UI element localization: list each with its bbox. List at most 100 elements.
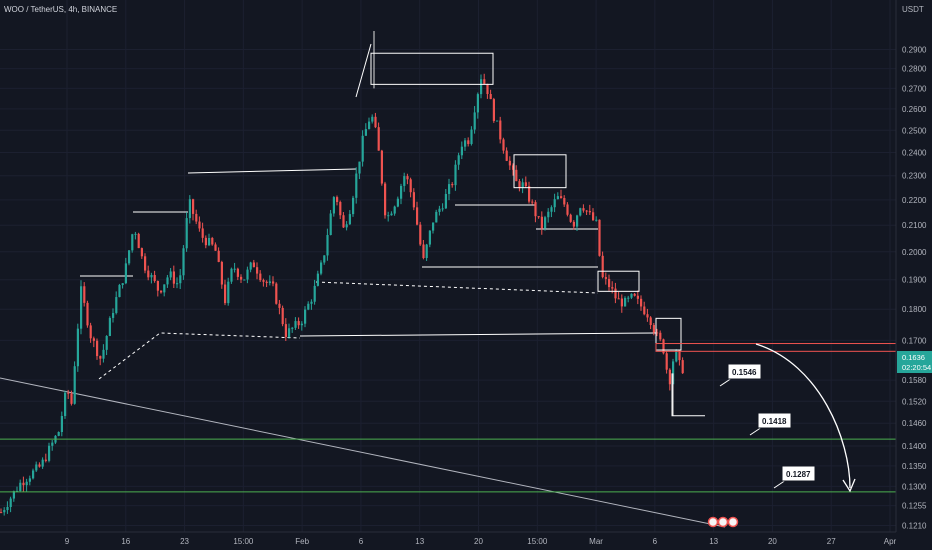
candle-body: [460, 146, 463, 156]
candle-body: [553, 199, 556, 208]
candle-body: [582, 208, 585, 211]
price-tick-label: 0.2000: [902, 248, 927, 257]
candle-body: [12, 491, 15, 499]
candle-body: [140, 248, 143, 257]
candle-body: [409, 179, 412, 193]
candle-body: [336, 197, 339, 202]
candle-body: [32, 470, 35, 479]
candle-body: [592, 212, 595, 221]
candle-body: [512, 165, 515, 170]
candle-body: [412, 192, 415, 208]
candle-body: [649, 317, 652, 326]
candle-body: [579, 208, 582, 216]
candle-body: [624, 297, 627, 307]
candle-body: [544, 217, 547, 229]
candle-body: [659, 332, 662, 340]
candle-body: [3, 510, 6, 513]
candle-body: [83, 286, 86, 303]
candle-body: [44, 459, 47, 461]
candle-body: [112, 312, 115, 318]
candle-body: [604, 277, 607, 279]
candle-body: [25, 481, 28, 486]
candle-body: [131, 234, 134, 251]
candle-body: [304, 309, 307, 324]
candle-body: [464, 140, 467, 147]
candle-body: [588, 211, 591, 213]
grid: [0, 0, 896, 532]
candle-body: [499, 120, 502, 140]
candle-body: [576, 215, 579, 227]
zone-rectangle: [655, 317, 682, 351]
candle-body: [454, 164, 457, 186]
candle-body: [137, 233, 140, 249]
long-trendline: [0, 377, 726, 528]
candle-body: [332, 197, 335, 214]
time-axis[interactable]: 9 16 23 15:00 Feb 6 13 20 15:00 Mar 6 13 20 27 Apr: [65, 537, 897, 546]
candle-body: [160, 290, 163, 293]
candle-body: [342, 215, 345, 228]
candle-body: [678, 350, 681, 361]
price-tick-label: 0.1255: [902, 502, 927, 511]
candle-body: [627, 297, 630, 299]
candle-body: [80, 286, 83, 329]
candle-body: [185, 218, 188, 249]
candle-body: [540, 216, 543, 229]
candle-body: [476, 94, 479, 113]
price-tick-label: 0.2500: [902, 126, 927, 135]
candle-body: [67, 392, 70, 394]
candle-body: [617, 298, 620, 300]
candle-body: [640, 298, 643, 307]
candle-body: [246, 269, 249, 280]
candle-body: [121, 283, 124, 286]
pattern-line: [355, 43, 372, 98]
candle-body: [444, 193, 447, 209]
candle-body: [281, 307, 284, 325]
candle-body: [457, 155, 460, 165]
candle-body: [361, 135, 364, 162]
candle-body: [70, 393, 73, 404]
candle-body: [598, 219, 601, 256]
candle-body: [326, 235, 329, 256]
candle-body: [208, 238, 211, 246]
candle-body: [419, 224, 422, 245]
candle-body: [28, 478, 31, 482]
candle-body: [220, 261, 223, 285]
projection-arrow: [755, 343, 851, 489]
candle-body: [438, 208, 441, 212]
candle-body: [393, 206, 396, 214]
time-tick-label: 9: [65, 537, 70, 546]
drawings-front: [0, 52, 897, 493]
candle-body: [256, 267, 259, 274]
candle-body: [86, 302, 89, 326]
candle-body: [92, 338, 95, 341]
candle-body: [614, 288, 617, 299]
candle-body: [265, 281, 268, 283]
candle-body: [240, 276, 243, 280]
candle-body: [288, 328, 291, 337]
candle-body: [179, 275, 182, 284]
candle-body: [211, 238, 214, 245]
price-tick-label: 0.2400: [902, 149, 927, 158]
candle-body: [646, 314, 649, 318]
candle-body: [307, 303, 310, 310]
event-marker-icon: [707, 516, 719, 528]
candle-body: [249, 262, 252, 270]
candle-body: [681, 360, 684, 374]
price-tick-label: 0.1520: [902, 397, 927, 406]
candle-body: [364, 129, 367, 136]
candle-body: [374, 116, 377, 128]
candle-body: [224, 284, 227, 304]
candle-body: [259, 273, 262, 281]
candle-body: [105, 335, 108, 350]
price-axis[interactable]: 0.2900 0.2800 0.2700 0.2600 0.2500 0.2400 0.23…: [902, 45, 927, 530]
candle-body: [329, 213, 332, 236]
candle-body: [400, 185, 403, 199]
candle-body: [236, 268, 239, 277]
candle-body: [169, 271, 172, 278]
candle-body: [182, 248, 185, 276]
candle-body: [147, 270, 150, 278]
callout-value: 0.1287: [786, 470, 811, 479]
candle-body: [102, 349, 105, 359]
candle-body: [473, 112, 476, 130]
